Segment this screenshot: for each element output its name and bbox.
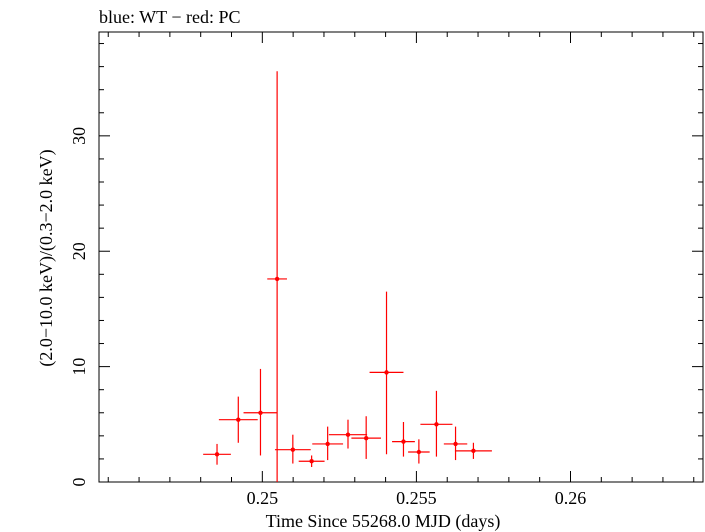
axis-ticks [99,32,703,483]
data-point [274,434,311,464]
data-point [408,439,430,464]
data-point [243,368,278,456]
point-marker [384,370,389,375]
data-point [267,71,287,482]
chart-title: blue: WT − red: PC [99,7,240,27]
point-marker [416,449,422,455]
point-marker [214,452,220,457]
point-marker [401,439,406,444]
data-point [203,443,231,465]
data-points [203,71,492,482]
x-tick-label: 0.26 [555,488,587,508]
point-marker [363,435,369,441]
data-point [420,390,453,457]
y-axis-label: (2.0−10.0 keV)/(0.3−2.0 keV) [36,149,57,366]
y-tick-label: 20 [69,242,89,260]
data-point [218,396,258,443]
y-tick-label: 10 [69,358,89,376]
point-marker [309,459,314,464]
x-axis-label: Time Since 55268.0 MJD (days) [266,511,501,532]
point-marker [453,441,458,447]
point-marker [290,447,296,452]
y-tick-label: 0 [69,478,89,487]
data-point [328,419,368,449]
data-point [392,422,415,457]
data-point [351,416,381,459]
point-marker [471,448,476,454]
point-marker [434,422,439,427]
data-point [369,291,404,455]
y-tick-label: 30 [69,127,89,145]
point-marker [345,432,351,437]
axis-tick-labels: 0.25 0.255 0.26 0 10 20 30 [69,127,586,508]
point-marker [325,441,330,447]
x-tick-label: 0.25 [247,488,279,508]
point-marker [274,276,280,282]
data-point [298,455,325,467]
point-marker [258,410,263,415]
data-point [443,426,468,461]
plot-frame [98,31,704,483]
x-tick-label: 0.255 [396,488,437,508]
data-point [454,442,492,459]
point-marker [236,417,241,422]
data-point [312,426,344,461]
